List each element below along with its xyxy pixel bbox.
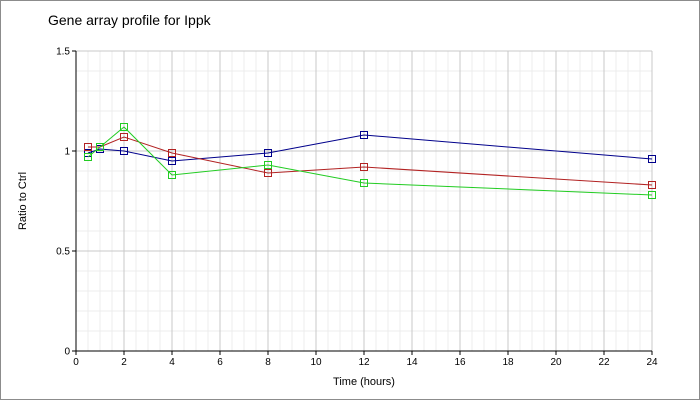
data-point — [96, 143, 104, 151]
data-point — [648, 155, 656, 163]
x-tick-label: 6 — [217, 357, 223, 368]
data-point — [264, 149, 272, 157]
series-line — [87, 134, 653, 162]
data-point — [84, 143, 92, 151]
data-point — [360, 179, 368, 187]
x-tick-label: 22 — [598, 357, 610, 368]
x-tick-label: 12 — [358, 357, 370, 368]
chart-title: Gene array profile for Ippk — [48, 12, 211, 28]
data-point — [120, 133, 128, 141]
data-point — [120, 123, 128, 131]
series-line — [87, 126, 653, 196]
x-tick-label: 10 — [310, 357, 322, 368]
x-tick-label: 16 — [454, 357, 466, 368]
x-tick-label: 2 — [121, 357, 127, 368]
y-tick-label: 0.5 — [56, 247, 70, 258]
data-point — [264, 161, 272, 169]
data-point — [120, 147, 128, 155]
x-axis-label: Time (hours) — [333, 376, 395, 388]
x-tick-label: 4 — [169, 357, 175, 368]
x-tick-label: 8 — [265, 357, 271, 368]
data-point — [360, 163, 368, 171]
data-point — [648, 191, 656, 199]
data-point — [264, 169, 272, 177]
data-point — [168, 149, 176, 157]
y-axis-label: Ratio to Ctrl — [17, 172, 29, 230]
data-point — [84, 153, 92, 161]
data-point — [360, 131, 368, 139]
x-tick-label: 20 — [550, 357, 562, 368]
data-point — [648, 181, 656, 189]
data-point — [168, 171, 176, 179]
data-point — [168, 157, 176, 165]
x-tick-label: 24 — [646, 357, 658, 368]
series-3 — [84, 123, 656, 199]
y-tick-label: 1.5 — [56, 47, 70, 58]
x-tick-label: 0 — [73, 357, 79, 368]
y-tick-label: 1 — [64, 147, 70, 158]
x-tick-label: 18 — [502, 357, 514, 368]
y-tick-label: 0 — [64, 347, 70, 358]
x-tick-label: 14 — [406, 357, 418, 368]
